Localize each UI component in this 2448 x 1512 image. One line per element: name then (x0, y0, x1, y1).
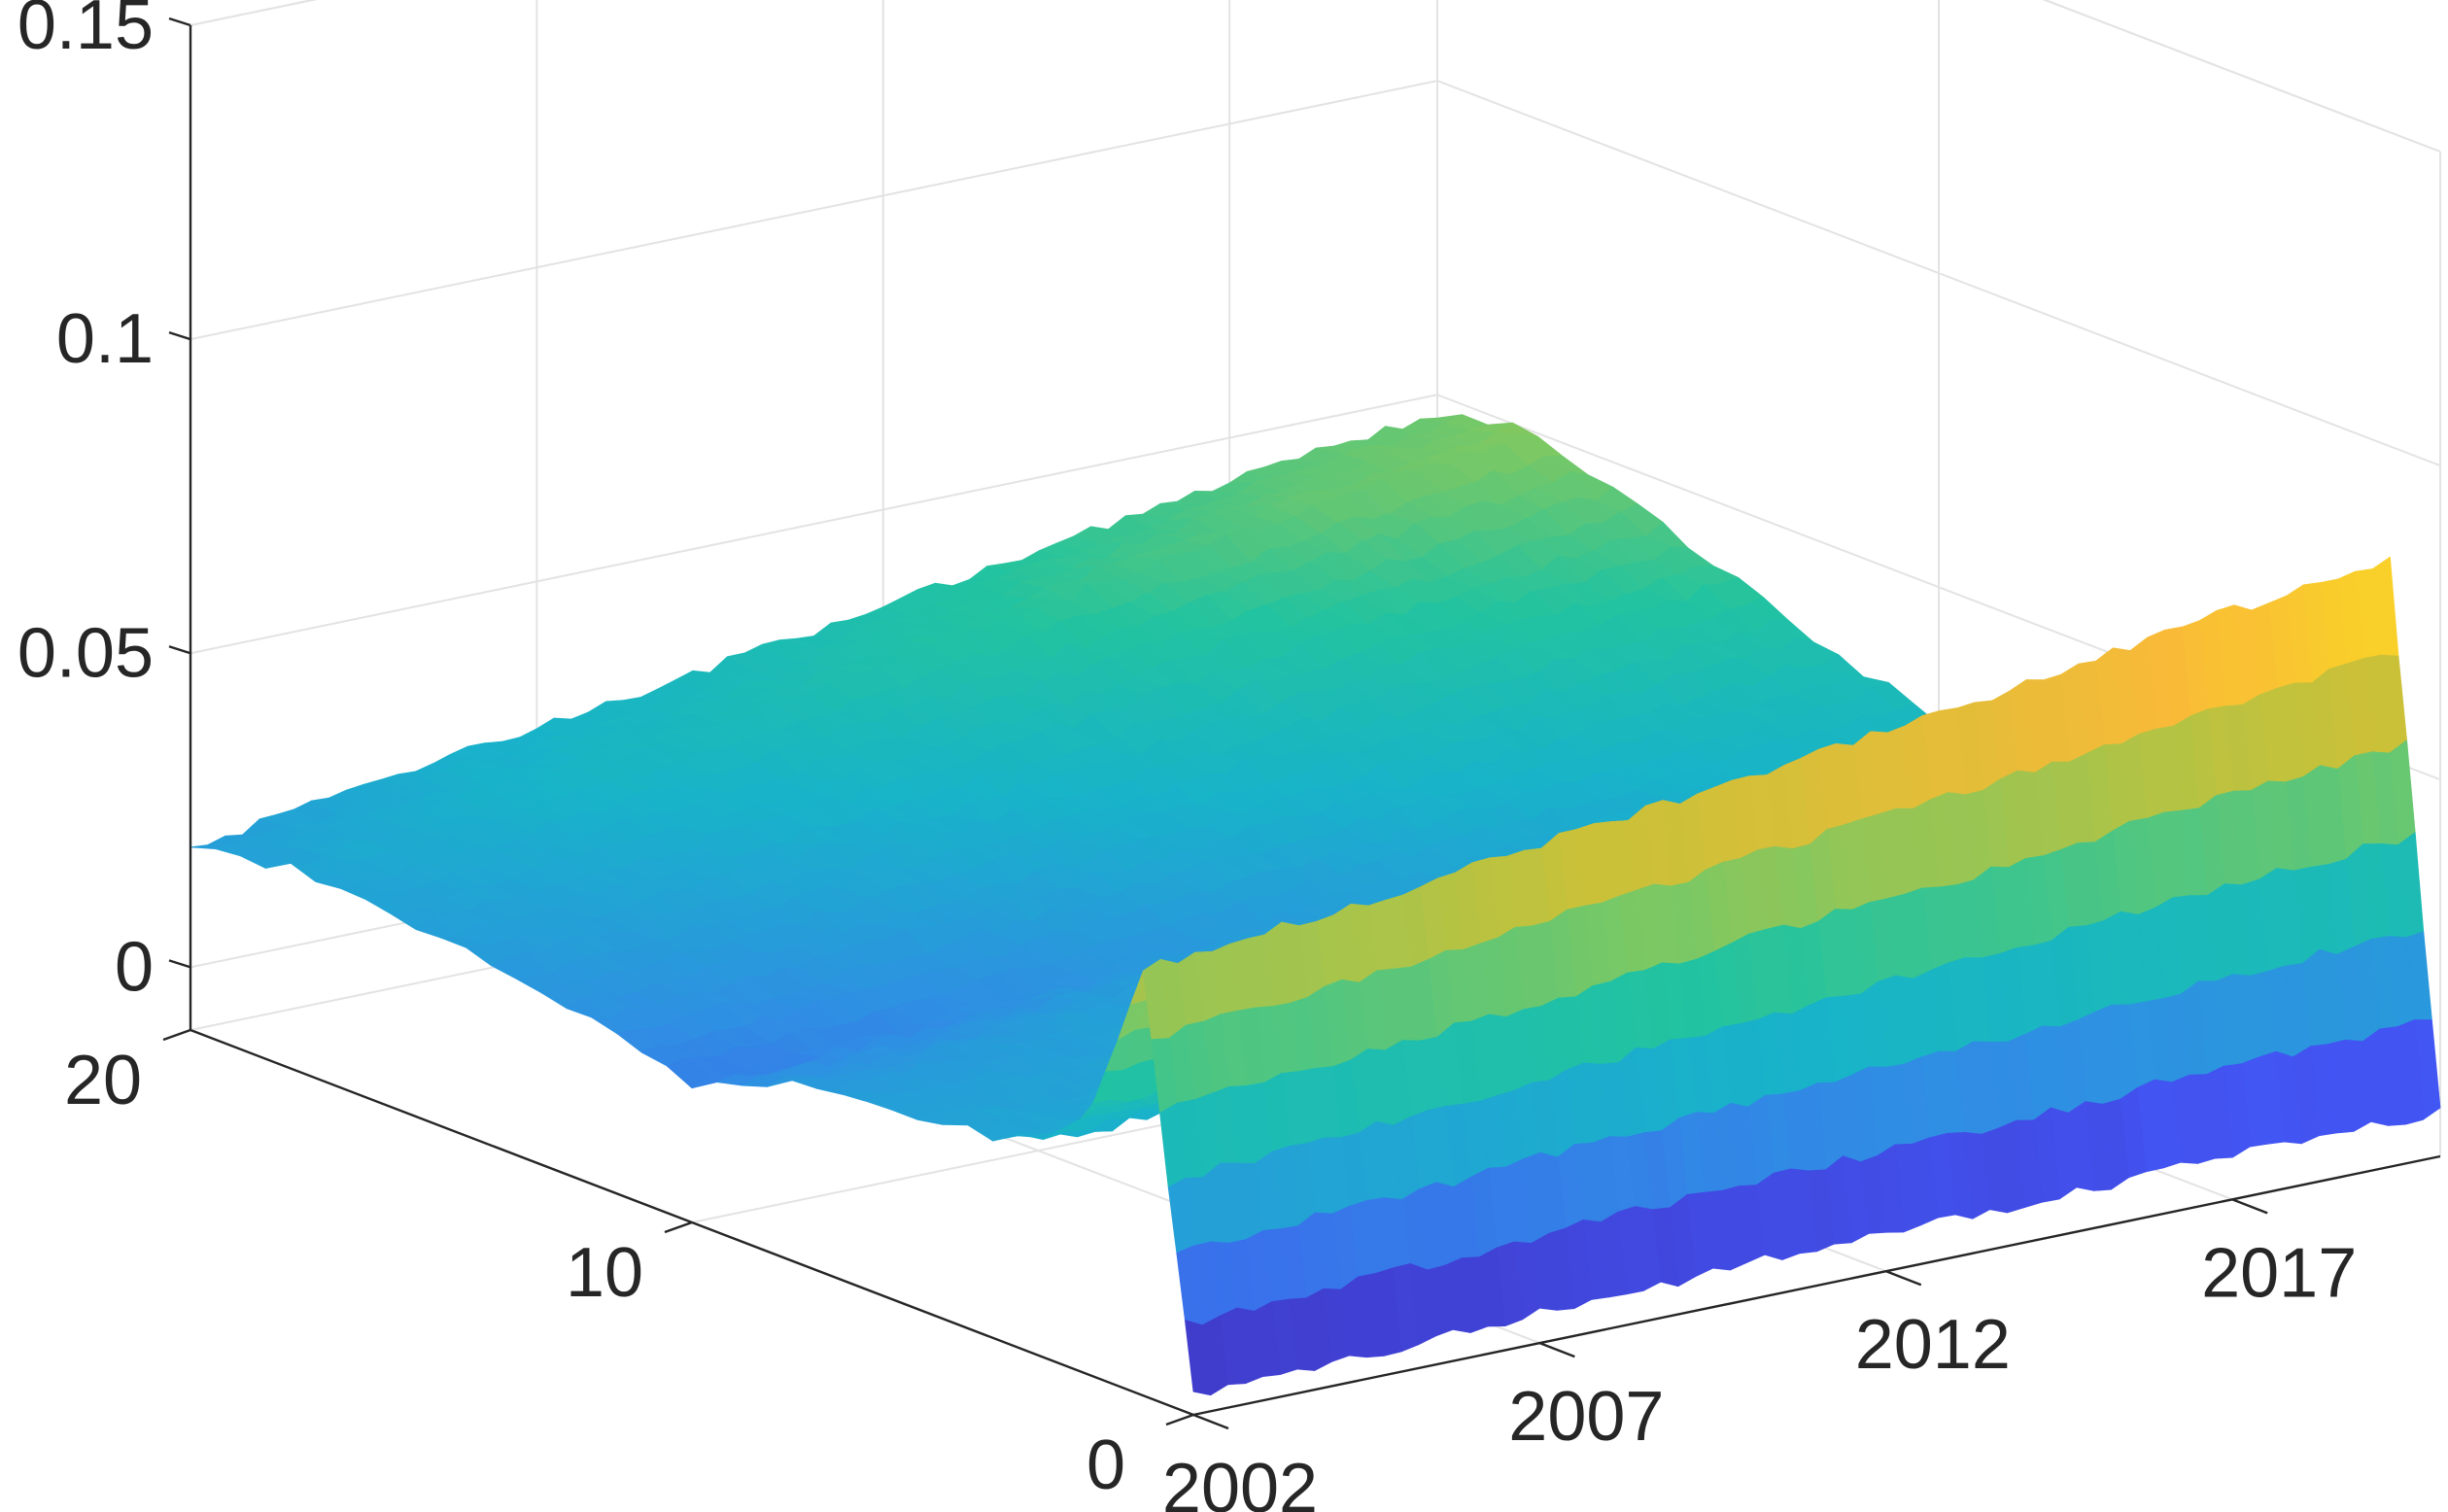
z-tick-label: 0 (115, 928, 154, 1006)
z-tick (168, 330, 191, 341)
x-tick-label: 2007 (1508, 1378, 1664, 1456)
y-tick-label: 0 (1086, 1426, 1125, 1504)
x-tick (1885, 1270, 1922, 1287)
y-tick (162, 1028, 191, 1042)
z-tick (168, 645, 191, 655)
x-tick (1538, 1341, 1575, 1358)
grid-line-back-z (190, 0, 318, 26)
surface-plot (190, 414, 2441, 1396)
grid-line-back-z (190, 394, 1438, 655)
z-tick (168, 959, 191, 969)
grid-line-back-z (190, 80, 1438, 341)
z-tick-label: 0.05 (17, 614, 154, 692)
grid-edge (2042, 0, 2441, 153)
y-tick-label: 20 (64, 1042, 142, 1119)
x-tick-label: 2017 (2201, 1234, 2357, 1312)
x-tick-label: 2002 (1162, 1450, 1318, 1512)
y-tick (1165, 1413, 1194, 1426)
grid-edge (190, 0, 318, 26)
z-tick (168, 17, 191, 27)
x-tick-label: 2012 (1855, 1306, 2011, 1384)
y-tick (664, 1220, 693, 1234)
axes (162, 17, 2441, 1430)
x-tick (2231, 1198, 2268, 1215)
surface-patch (1185, 1320, 1212, 1396)
z-tick-label: 0.15 (17, 0, 154, 64)
y-tick-label: 10 (566, 1234, 643, 1312)
z-tick-label: 0.1 (56, 300, 154, 378)
grid-line-side-z (1436, 80, 2441, 467)
tick-labels: 2002 2007 2012 2017 0 10 20 0 0.05 0.1 0.15 (17, 0, 2357, 1512)
x-tick (1192, 1413, 1229, 1430)
